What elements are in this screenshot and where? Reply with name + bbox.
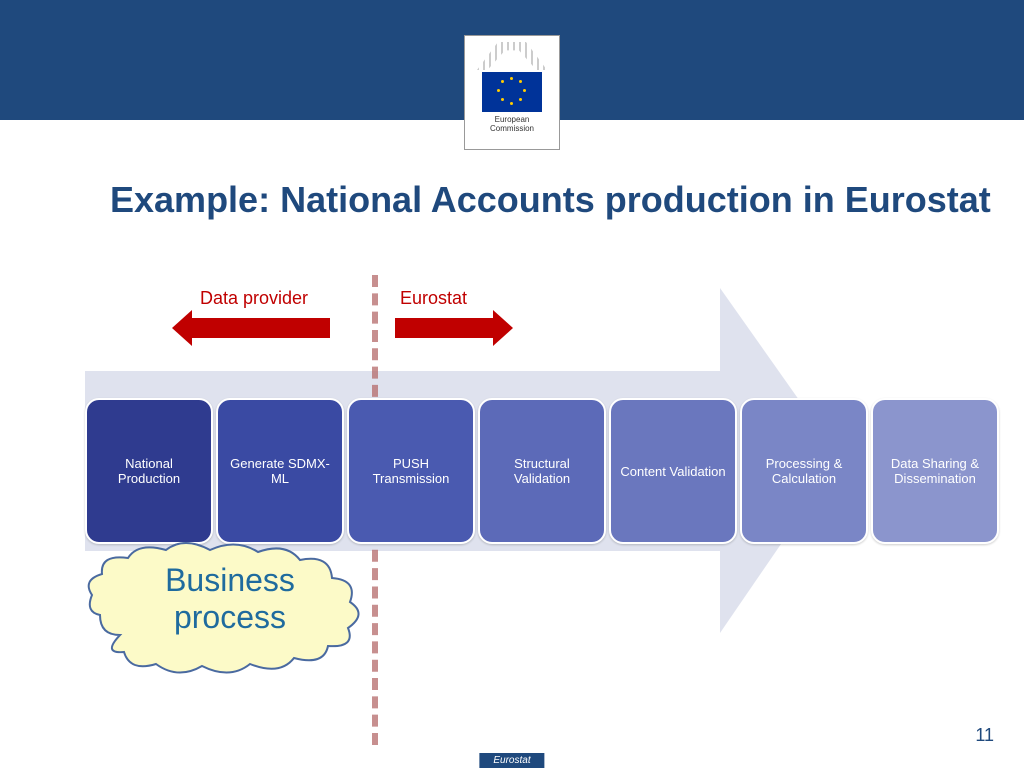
- logo-text: EuropeanCommission: [490, 116, 534, 134]
- footer-tag: Eurostat: [479, 753, 544, 768]
- arrow-right-icon: [395, 318, 495, 338]
- eu-flag-icon: [482, 72, 542, 112]
- role-labels: Data provider Eurostat: [180, 288, 540, 348]
- ec-logo: EuropeanCommission: [464, 35, 560, 150]
- label-data-provider: Data provider: [200, 288, 308, 309]
- slide-title: Example: National Accounts production in…: [110, 178, 991, 221]
- page-number: 11: [975, 725, 994, 746]
- step-3: PUSH Transmission: [347, 398, 475, 544]
- cloud-text: Businessprocess: [80, 562, 380, 636]
- step-4: Structural Validation: [478, 398, 606, 544]
- step-7: Data Sharing & Dissemination: [871, 398, 999, 544]
- step-6: Processing & Calculation: [740, 398, 868, 544]
- logo-building-icon: [477, 42, 547, 70]
- cloud-callout: Businessprocess: [80, 540, 380, 680]
- arrow-left-icon: [190, 318, 330, 338]
- header-bar: EuropeanCommission: [0, 0, 1024, 120]
- label-eurostat: Eurostat: [400, 288, 467, 309]
- step-2: Generate SDMX-ML: [216, 398, 344, 544]
- step-1: National Production: [85, 398, 213, 544]
- process-steps: National ProductionGenerate SDMX-MLPUSH …: [85, 398, 999, 544]
- step-5: Content Validation: [609, 398, 737, 544]
